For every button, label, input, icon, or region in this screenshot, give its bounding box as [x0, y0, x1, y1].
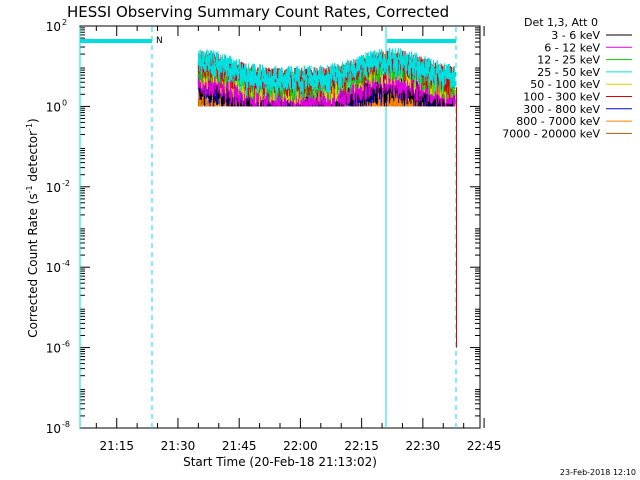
y-label-sup2: -1	[25, 123, 34, 131]
y-tick-label: 10	[46, 100, 61, 114]
x-axis-label: Start Time (20-Feb-18 21:13:02)	[183, 455, 377, 469]
y-tick-exponent: 2	[62, 18, 67, 27]
legend-label: 7000 - 20000 keV	[502, 127, 600, 140]
y-label-part2: detector	[26, 131, 40, 186]
y-tick-exponent: -6	[62, 340, 70, 349]
y-tick-exponent: -2	[62, 179, 70, 188]
y-tick-label: 10	[46, 181, 61, 195]
saa-markers	[79, 27, 457, 428]
x-tick-label: 21:15	[99, 439, 134, 453]
legend-label: 12 - 25 keV	[537, 54, 600, 67]
legend-label: 800 - 7000 keV	[516, 115, 600, 128]
legend-label: 3 - 6 keV	[551, 29, 600, 42]
plot-timestamp: 23-Feb-2018 12:10	[560, 468, 636, 477]
y-label-sup1: -1	[25, 185, 34, 193]
y-tick-label: 10	[46, 422, 61, 436]
y-tick-exponent: -4	[62, 259, 70, 268]
y-tick-label: 10	[46, 261, 61, 275]
x-tick-label: 22:00	[283, 439, 318, 453]
x-tick-label: 21:45	[222, 439, 257, 453]
x-tick-label: 22:15	[344, 439, 379, 453]
legend-label: 50 - 100 keV	[530, 78, 600, 91]
legend-label: 100 - 300 keV	[523, 91, 600, 104]
series-trace	[197, 47, 456, 101]
x-tick-label: 22:45	[467, 439, 502, 453]
y-label-part1: Corrected Count Rate (s	[26, 193, 40, 337]
series-traces	[197, 47, 458, 348]
y-tick-label: 10	[46, 342, 61, 356]
chart-title: HESSI Observing Summary Count Rates, Cor…	[67, 3, 449, 21]
y-tick-exponent: 0	[62, 98, 67, 107]
x-tick-label: 21:30	[161, 439, 196, 453]
legend-label: 300 - 800 keV	[523, 103, 600, 116]
legend-label: 25 - 50 keV	[537, 66, 600, 79]
legend-label: 6 - 12 keV	[544, 41, 600, 54]
y-tick-label: 10	[46, 20, 61, 34]
legend-title: Det 1,3, Att 0	[524, 16, 598, 29]
y-tick-exponent: -8	[62, 420, 70, 429]
x-tick-label: 22:30	[406, 439, 441, 453]
y-axis-label: Corrected Count Rate (s-1 detector-1)	[25, 118, 40, 337]
night-marker-label: N	[156, 36, 163, 46]
y-label-part3: )	[26, 118, 40, 123]
